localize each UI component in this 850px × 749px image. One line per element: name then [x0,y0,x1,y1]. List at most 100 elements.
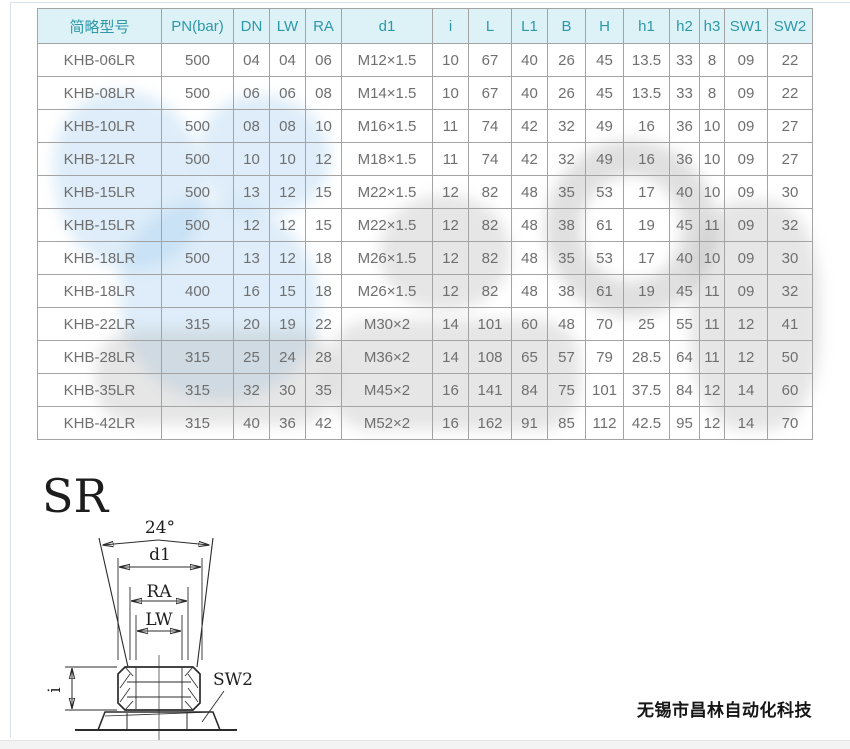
table-row: KHB-18LR 400 16 15 18 M26×1.5 12 82 48 38 61 19 45 11… [37,274,813,308]
table-cell: KHB-42LR [37,406,162,440]
column-header: h1 [623,8,670,44]
table-cell: 74 [468,109,512,143]
table-cell: 13.5 [623,76,670,110]
page-border-left [10,2,11,738]
table-cell: 09 [724,76,768,110]
nut-hatch [119,687,131,703]
table-cell: 25 [233,340,270,374]
table-cell: 22 [305,307,342,341]
table-cell: 10 [699,142,725,176]
table-cell: M22×1.5 [341,208,433,242]
table-cell: M45×2 [341,373,433,407]
table-cell: 64 [669,340,700,374]
table-cell: 84 [669,373,700,407]
table-cell: 42 [511,142,548,176]
table-cell: 32 [767,274,813,308]
cone-line-left [98,537,129,668]
table-cell: 70 [585,307,624,341]
table-cell: 25 [623,307,670,341]
table-cell: 60 [511,307,548,341]
table-cell: KHB-28LR [37,340,162,374]
table-cell: 11 [432,142,469,176]
table-cell: 8 [699,43,725,77]
company-name: 无锡市昌林自动化科技 [637,701,812,720]
sw2-leader [201,690,225,723]
sr-fitting-drawing: SR 24° d1 RA LW [42,469,253,743]
table-cell: 10 [699,241,725,275]
table-cell: 49 [585,142,624,176]
table-cell: 61 [585,274,624,308]
table-cell: 82 [468,274,512,308]
table-cell: KHB-18LR [37,241,162,275]
table-row: KHB-22LR 315 20 19 22 M30×2 14 101 60 48 70 25 55 11 1… [37,307,813,341]
table-cell: 12 [432,274,469,308]
table-cell: 91 [511,406,548,440]
table-cell: 09 [724,241,768,275]
table-cell: KHB-08LR [37,76,162,110]
table-cell: 48 [511,274,548,308]
page-bottom-strip [0,740,850,749]
column-header: DN [233,8,270,44]
table-cell: 32 [547,142,586,176]
table-cell: 10 [432,43,469,77]
table-cell: M36×2 [341,340,433,374]
table-cell: 12 [724,307,768,341]
table-cell: 12 [699,406,725,440]
table-cell: 10 [305,109,342,143]
table-cell: 36 [669,142,700,176]
column-header: SW1 [724,8,768,44]
table-cell: 95 [669,406,700,440]
ra-label: RA [146,582,172,602]
table-cell: 19 [269,307,306,341]
table-cell: 48 [511,208,548,242]
table-cell: 79 [585,340,624,374]
table-cell: 12 [699,373,725,407]
table-cell: 10 [233,142,270,176]
table-cell: 8 [699,76,725,110]
table-cell: 17 [623,241,670,275]
table-cell: 82 [468,208,512,242]
table-cell: 315 [161,406,234,440]
lw-label: LW [145,610,173,630]
nut-chamfer [124,700,134,711]
table-cell: 04 [269,43,306,77]
d1-label: d1 [149,545,171,565]
table-cell: 09 [724,109,768,143]
table-cell: 28.5 [623,340,670,374]
table-cell: 24 [269,340,306,374]
table-cell: 32 [233,373,270,407]
table-cell: 53 [585,241,624,275]
table-cell: 48 [511,241,548,275]
angle-dim-left [103,539,159,545]
table-cell: 08 [305,76,342,110]
table-cell: KHB-18LR [37,274,162,308]
table-cell: 30 [767,175,813,209]
angle-label: 24° [145,518,175,538]
table-cell: 40 [233,406,270,440]
table-cell: 14 [432,307,469,341]
table-cell: 40 [511,76,548,110]
table-cell: 74 [468,142,512,176]
table-cell: 16 [233,274,270,308]
table-cell: 30 [767,241,813,275]
table-cell: 17 [623,175,670,209]
table-cell: 101 [468,307,512,341]
table-cell: 35 [305,373,342,407]
table-cell: 14 [432,340,469,374]
table-cell: 10 [269,142,306,176]
table-cell: 12 [233,208,270,242]
nut-chamfer [124,666,134,677]
angle-dim-right [157,539,209,545]
table-cell: 10 [699,175,725,209]
table-cell: 09 [724,208,768,242]
i-label: i [45,687,65,693]
table-cell: 08 [233,109,270,143]
table-cell: 60 [767,373,813,407]
table-cell: 12 [432,175,469,209]
nut-hatch [187,673,199,689]
table-cell: 32 [547,109,586,143]
table-cell: 315 [161,307,234,341]
column-header: LW [269,8,306,44]
